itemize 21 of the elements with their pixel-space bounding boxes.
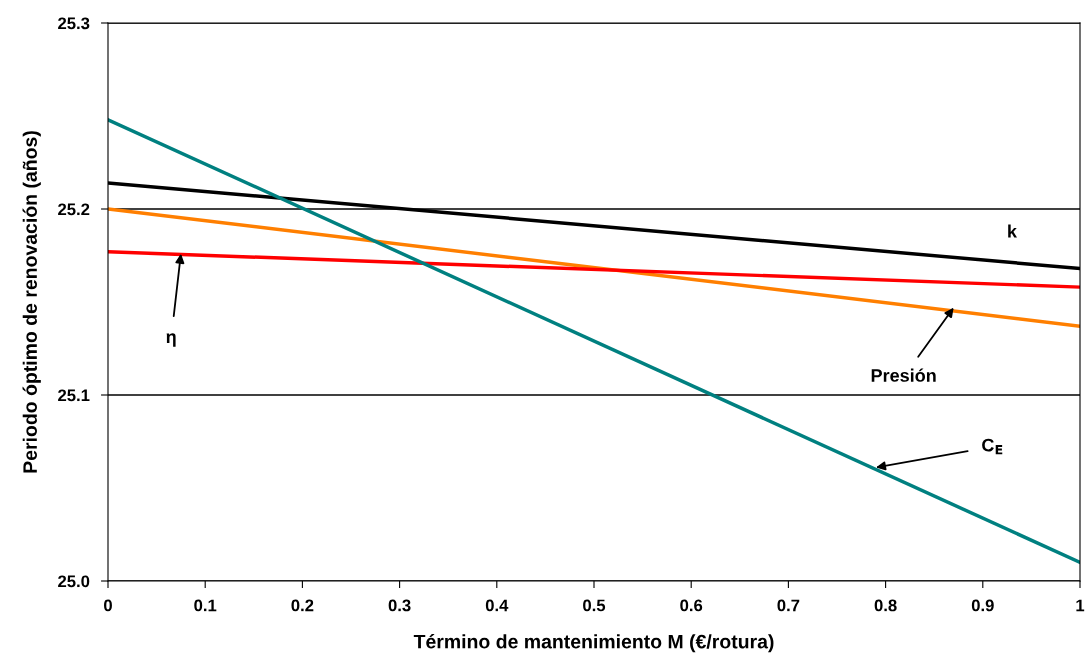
annotation: k (1008, 224, 1017, 238)
y-axis-title: Periodo óptimo de renovación (años) (22, 131, 41, 473)
x-tick-label: 0.9 (971, 599, 994, 612)
x-axis-title: Término de mantenimiento M (€/rotura) (413, 634, 774, 653)
x-tick-label: 0.7 (777, 599, 800, 612)
x-tick-label: 0.3 (388, 599, 411, 612)
x-tick-label: 0.4 (485, 599, 509, 612)
x-tick-label: 0 (104, 599, 112, 612)
x-tick-label: 0.2 (291, 599, 314, 612)
y-tick-label: 25.1 (58, 389, 90, 402)
annotation: η (166, 333, 176, 347)
x-tick-label: 0.8 (874, 599, 897, 612)
x-tick-label: 0.5 (583, 599, 606, 612)
annotation: C$_{E}$ (982, 438, 1003, 455)
y-tick-label: 25.3 (58, 17, 90, 30)
x-tick-label: 0.1 (194, 599, 217, 612)
y-tick-label: 25.0 (58, 575, 90, 588)
annotation: Presión (871, 368, 936, 382)
x-tick-label: 0.6 (680, 599, 703, 612)
y-tick-label: 25.2 (58, 203, 90, 216)
x-tick-label: 1 (1076, 599, 1085, 612)
